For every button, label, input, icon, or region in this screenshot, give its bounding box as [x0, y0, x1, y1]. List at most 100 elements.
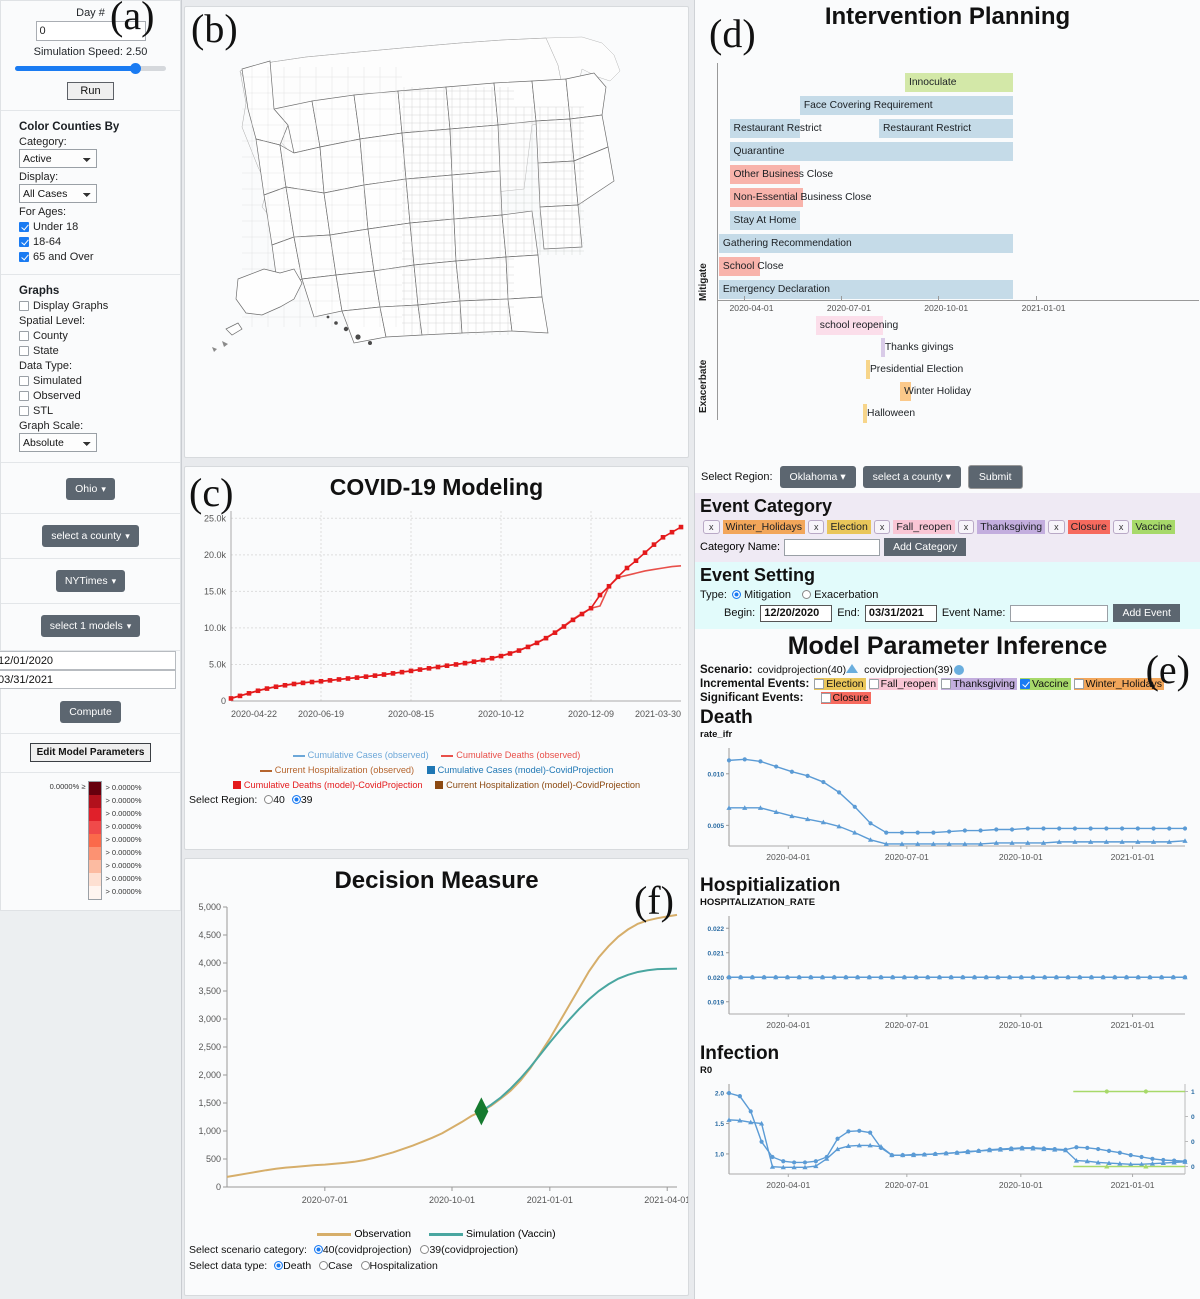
gantt-bar-mitigate[interactable]: Stay At Home	[729, 211, 800, 230]
scenario-radio-40[interactable]: 40(covidprojection)	[313, 1244, 412, 1256]
data-type-checkbox-simulated[interactable]: Simulated	[19, 375, 172, 387]
gantt-bar-mitigate[interactable]: Innoculate	[904, 73, 1014, 92]
source-dropdown-button[interactable]: NYTimes	[55, 570, 126, 592]
gantt-bar-exacerbate[interactable]: school reopening	[815, 316, 898, 335]
radio-icon[interactable]	[264, 795, 274, 804]
display-graphs-checkbox[interactable]: Display Graphs	[19, 300, 172, 312]
gantt-bar-exacerbate[interactable]: Thanks givings	[880, 338, 954, 357]
add-event-button[interactable]: Add Event	[1113, 604, 1180, 622]
event-checkbox[interactable]: Closure	[820, 692, 871, 704]
decision-measure-chart[interactable]: 0 500 1,000 1,500 2,000 2,500 3,000 3,500 4,000 4…	[185, 895, 688, 1225]
event-checkbox[interactable]: Thanksgiving	[941, 678, 1017, 690]
event-type-radio-mitigation[interactable]: Mitigation	[731, 589, 791, 601]
gantt-bar-exacerbate[interactable]: Presidential Election	[865, 360, 963, 379]
day-input[interactable]	[35, 21, 146, 41]
event-category-chip[interactable]: Vaccine	[1132, 520, 1175, 534]
age-checkbox-18-64[interactable]: 18-64	[19, 236, 172, 248]
gantt-bar-mitigate[interactable]: Other Business Close	[729, 165, 833, 184]
spatial-checkbox-county[interactable]: County	[19, 330, 172, 342]
event-category-chip[interactable]: Thanksgiving	[977, 520, 1046, 534]
checkbox-icon[interactable]	[1019, 679, 1030, 689]
checkbox-icon[interactable]	[19, 252, 29, 262]
chip-remove-button[interactable]: x	[807, 520, 825, 534]
edit-model-parameters-button[interactable]: Edit Model Parameters	[29, 743, 152, 762]
gantt-bar-mitigate[interactable]: Emergency Declaration	[718, 280, 1014, 299]
event-category-chip[interactable]: Winter_Holidays	[722, 520, 805, 534]
gantt-bar-mitigate[interactable]: Gathering Recommendation	[718, 234, 1014, 253]
checkbox-icon[interactable]	[19, 222, 29, 232]
checkbox-icon[interactable]	[19, 301, 29, 311]
gantt-bar-exacerbate[interactable]: Halloween	[863, 404, 915, 423]
covid-modeling-chart[interactable]: 0 5.0k 10.0k 15.0k 20.0k 25.0k 2020-04-22 2020-…	[185, 503, 688, 743]
region-radio-40[interactable]: 40	[264, 794, 285, 806]
county-dropdown-button[interactable]: select a county ▾	[862, 466, 961, 488]
gantt-bar-mitigate[interactable]: Non-Essential Business Close	[729, 188, 871, 207]
us-counties-map[interactable]	[202, 7, 672, 407]
datatype-radio-death[interactable]: Death	[274, 1260, 311, 1272]
incremental-events-list[interactable]: Election Fall_reopen Thanksgiving Vaccine Wi…	[814, 678, 1167, 690]
event-category-chip[interactable]: Fall_reopen	[893, 520, 955, 534]
radio-icon[interactable]	[319, 1261, 329, 1270]
region-dropdown-button[interactable]: Oklahoma ▾	[779, 466, 856, 488]
end-date-input[interactable]	[864, 604, 937, 622]
age-checkbox-under18[interactable]: Under 18	[19, 221, 172, 233]
infection-r0-chart[interactable]: 1.0 1.5 2.0 0.7 0.8 0.9 1.0 2020-04-01 2020-07-0…	[695, 1076, 1200, 1196]
checkbox-icon[interactable]	[941, 679, 952, 689]
data-type-checkbox-observed[interactable]: Observed	[19, 390, 172, 402]
region-radio-39[interactable]: 39	[291, 794, 313, 806]
models-dropdown-button[interactable]: select 1 models	[40, 615, 141, 637]
checkbox-icon[interactable]	[868, 679, 879, 689]
event-checkbox[interactable]: Vaccine	[1019, 678, 1071, 690]
gantt-bar-mitigate[interactable]: Face Covering Requirement	[799, 96, 1014, 115]
scenario-radio-39[interactable]: 39(covidprojection)	[420, 1244, 518, 1256]
checkbox-icon[interactable]	[19, 346, 29, 356]
event-checkbox[interactable]: Winter_Holidays	[1073, 678, 1165, 690]
radio-icon[interactable]	[731, 590, 741, 599]
chip-remove-button[interactable]: x	[703, 520, 720, 534]
checkbox-icon[interactable]	[1073, 679, 1084, 689]
add-category-button[interactable]: Add Category	[884, 538, 967, 556]
data-type-checkbox-stl[interactable]: STL	[19, 405, 172, 417]
event-category-chip[interactable]: Closure	[1067, 520, 1110, 534]
chip-remove-button[interactable]: x	[873, 520, 891, 534]
simulation-speed-slider[interactable]	[15, 62, 166, 74]
radio-icon[interactable]	[360, 1261, 370, 1270]
checkbox-icon[interactable]	[19, 237, 29, 247]
graph-scale-select[interactable]: Absolute	[19, 433, 97, 452]
chip-remove-button[interactable]: x	[957, 520, 975, 534]
county-dropdown-button[interactable]: select a county	[42, 525, 139, 547]
spatial-checkbox-state[interactable]: State	[19, 345, 172, 357]
chip-remove-button[interactable]: x	[1112, 520, 1130, 534]
compute-button[interactable]: Compute	[60, 701, 121, 723]
significant-events-list[interactable]: Closure	[820, 692, 874, 704]
intervention-gantt[interactable]: Mitigate Exacerbate Innoculate Face Cover…	[695, 33, 1200, 461]
begin-date-input[interactable]	[760, 604, 833, 622]
datatype-radio-case[interactable]: Case	[319, 1260, 353, 1272]
category-select[interactable]: Active	[19, 149, 97, 168]
checkbox-icon[interactable]	[820, 693, 831, 703]
event-checkbox[interactable]: Election	[814, 678, 866, 690]
submit-button[interactable]: Submit	[967, 465, 1023, 489]
checkbox-icon[interactable]	[814, 679, 825, 689]
checkbox-icon[interactable]	[19, 376, 29, 386]
gantt-bar-mitigate[interactable]: School Close	[718, 257, 784, 276]
event-checkbox[interactable]: Fall_reopen	[868, 678, 939, 690]
datatype-radio-hosp[interactable]: Hospitalization	[360, 1260, 438, 1272]
gantt-bar-mitigate[interactable]: Restaurant Restrict	[729, 119, 822, 138]
checkbox-icon[interactable]	[19, 406, 29, 416]
end-date-input[interactable]	[0, 670, 176, 689]
run-button[interactable]: Run	[67, 82, 114, 100]
death-rate-chart[interactable]: 0.005 0.010 2020-04-01 2020-07-01 2020-10-01…	[695, 740, 1195, 868]
hospitalization-rate-chart[interactable]: 0.019 0.020 0.021 0.022 2020-04-01 2020-07-01…	[695, 908, 1195, 1036]
event-type-radio-exacerbation[interactable]: Exacerbation	[802, 589, 878, 601]
category-name-input[interactable]	[784, 538, 881, 556]
radio-icon[interactable]	[313, 1245, 323, 1254]
checkbox-icon[interactable]	[19, 391, 29, 401]
radio-icon[interactable]	[291, 795, 301, 804]
gantt-bar-exacerbate[interactable]: Winter Holiday	[900, 382, 971, 401]
slider-knob[interactable]	[129, 63, 141, 74]
radio-icon[interactable]	[802, 590, 812, 599]
start-date-input[interactable]	[0, 651, 176, 670]
display-select[interactable]: All Cases	[19, 184, 97, 203]
checkbox-icon[interactable]	[19, 331, 29, 341]
